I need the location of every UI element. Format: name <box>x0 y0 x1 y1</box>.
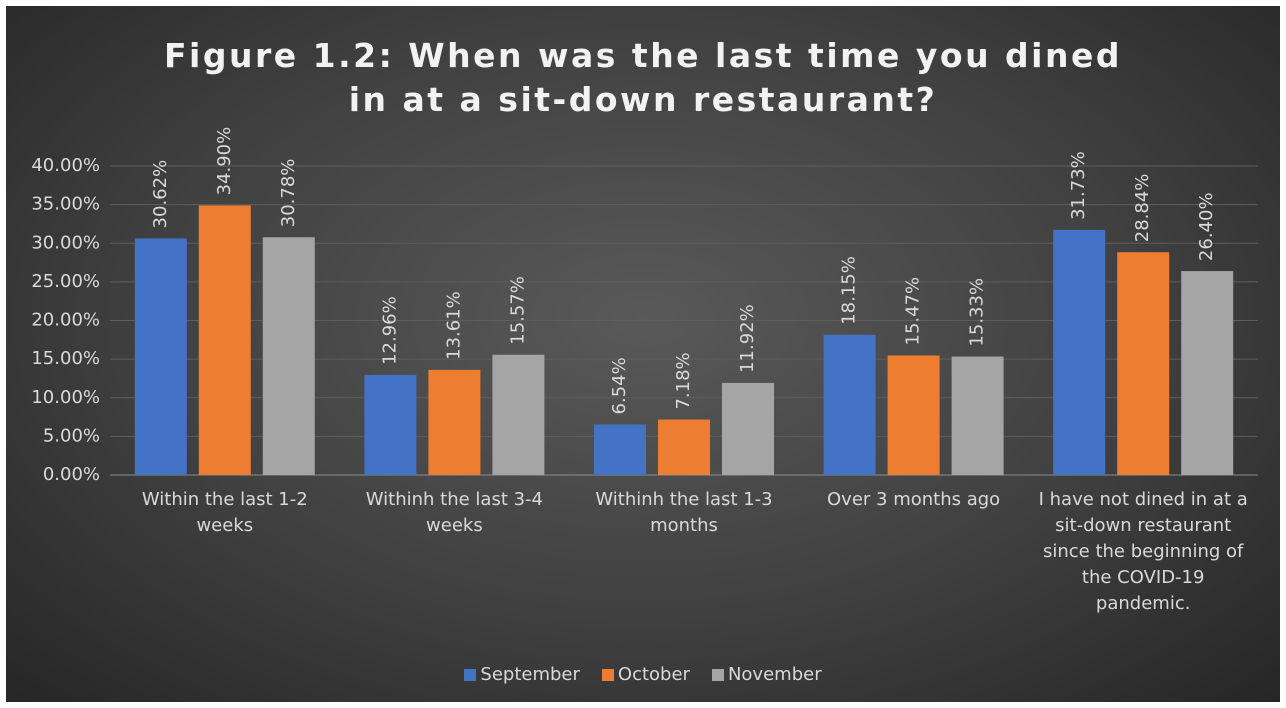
data-label: 7.18% <box>673 352 694 409</box>
y-tick-label: 35.00% <box>31 194 100 215</box>
plot: 0.00% 5.00% 10.00% 15.00% 20.00% 25.00% 30.00%… <box>31 127 1258 485</box>
bar <box>1181 271 1234 475</box>
data-label: 30.78% <box>278 159 299 228</box>
data-label: 31.73% <box>1068 151 1089 220</box>
data-label: 15.47% <box>903 277 924 346</box>
legend-swatch <box>711 668 724 681</box>
data-label: 15.57% <box>507 276 528 345</box>
data-label: 15.33% <box>967 278 988 347</box>
bar <box>887 355 940 475</box>
bar <box>198 205 251 475</box>
data-label: 11.92% <box>737 304 758 373</box>
y-tick-label: 5.00% <box>43 425 100 446</box>
legend-label: November <box>727 664 822 685</box>
x-tick-label: I have not dined in at a sit-down restau… <box>1038 489 1248 614</box>
y-tick-label: 20.00% <box>31 310 100 331</box>
chart: 0.00% 5.00% 10.00% 15.00% 20.00% 25.00% 30.00%… <box>6 6 1280 702</box>
bar <box>951 356 1004 475</box>
bar <box>658 419 710 475</box>
bar <box>134 238 187 475</box>
chart-title: Figure 1.2: When was the last time you d… <box>164 36 1122 119</box>
bar <box>492 354 545 475</box>
bar <box>823 334 876 475</box>
legend-swatch <box>464 668 477 681</box>
x-tick-label: Withinh the last 3-4 weeks <box>365 489 544 536</box>
bar <box>428 369 481 475</box>
y-tick-label: 40.00% <box>31 155 100 176</box>
data-label: 34.90% <box>214 127 235 196</box>
legend: September October November <box>6 664 1280 685</box>
bar <box>1117 252 1170 475</box>
bar <box>1053 229 1106 475</box>
y-tick-label: 30.00% <box>31 232 100 253</box>
x-tick-label: Within the last 1-2 weeks <box>141 489 308 536</box>
legend-label: September <box>480 664 580 685</box>
data-label: 30.62% <box>150 160 171 229</box>
legend-item: October <box>601 664 690 685</box>
legend-item: November <box>711 664 822 685</box>
x-tick-label: Withinh the last 1-3 months <box>595 489 773 536</box>
y-tick-label: 15.00% <box>31 348 100 369</box>
legend-item: September <box>464 664 580 685</box>
y-tick-label: 10.00% <box>31 387 100 408</box>
bar <box>722 382 774 475</box>
y-tick-label: 25.00% <box>31 271 100 292</box>
data-label: 26.40% <box>1196 192 1217 261</box>
x-tick-label: Over 3 months ago <box>827 489 1001 510</box>
data-label: 18.15% <box>839 256 860 325</box>
data-label: 6.54% <box>609 357 630 414</box>
data-label: 28.84% <box>1132 174 1153 243</box>
bar <box>594 424 646 475</box>
legend-label: October <box>617 664 690 685</box>
legend-swatch <box>601 668 614 681</box>
bar <box>364 374 417 475</box>
data-label: 12.96% <box>379 296 400 365</box>
bar <box>262 237 315 475</box>
data-label: 13.61% <box>443 291 464 360</box>
y-tick-label: 0.00% <box>43 464 100 485</box>
